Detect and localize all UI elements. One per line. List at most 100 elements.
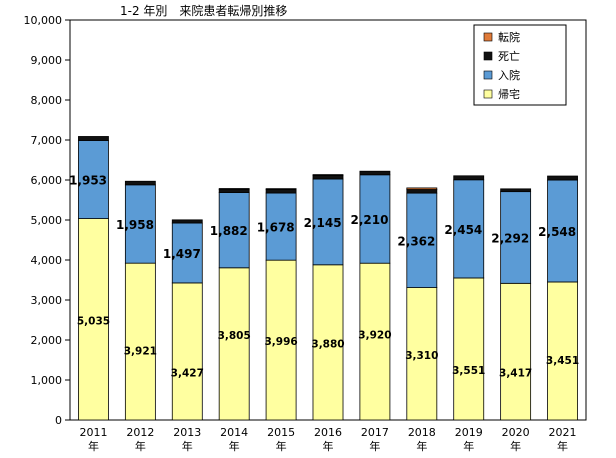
data-label-home: 3,551 (452, 365, 485, 377)
x-tick-label: 2016 年 (314, 426, 342, 453)
bar-segment (312, 178, 344, 266)
legend-label: 死亡 (498, 49, 520, 63)
x-tick-label-line: 年 (135, 439, 146, 453)
data-label-admit: 2,145 (304, 216, 342, 230)
data-label-home: 3,417 (499, 368, 532, 380)
x-tick-label: 2018 年 (408, 426, 436, 453)
data-label-admit: 2,362 (397, 234, 435, 248)
bar-segment (124, 262, 156, 421)
data-label-admit: 2,454 (444, 223, 482, 237)
bar-segment (359, 174, 391, 264)
legend-label: 帰宅 (498, 87, 520, 101)
x-tick-label-line: 2019 (455, 426, 483, 439)
bar-segment (406, 187, 438, 190)
y-tick-label: 7,000 (31, 134, 63, 147)
bar-segment (406, 192, 438, 288)
y-tick-label: 3,000 (31, 294, 63, 307)
chart-title: 1-2 年別 来院患者転帰別推移 (120, 4, 287, 18)
bar-segment (312, 174, 344, 180)
y-tick-label: 10,000 (24, 14, 63, 27)
bar-segment (547, 179, 578, 283)
x-tick-label: 2017 年 (361, 426, 389, 453)
x-tick-label-line: 2020 (502, 426, 530, 439)
data-label-home: 3,451 (546, 355, 579, 367)
bar-segment (453, 179, 485, 279)
y-tick-label: 0 (55, 414, 62, 427)
bar-segment (265, 189, 297, 194)
data-label-admit: 1,678 (257, 221, 295, 235)
y-tick-label: 4,000 (31, 254, 63, 267)
bar-segment (265, 188, 297, 190)
bar-segment (359, 170, 391, 176)
x-tick-label: 2015 年 (267, 426, 295, 453)
data-labels: 5,035 1,953 3,921 1,958 3,427 1,497 3,805 1,882… (69, 174, 579, 380)
legend-swatch (483, 51, 493, 61)
x-tick-label-line: 年 (88, 439, 99, 453)
bar-segment (124, 180, 156, 186)
bar-segment (265, 259, 297, 421)
data-label-home: 3,920 (358, 330, 391, 342)
bar-segment (171, 282, 203, 421)
x-tick-label-line: 2011 (79, 426, 107, 439)
legend-swatch (483, 70, 493, 80)
x-tick-label-line: 年 (229, 439, 240, 453)
axes: 0 1,000 2,000 3,000 4,000 5,000 6,000 7,000 8,00… (24, 14, 587, 453)
bars (78, 136, 578, 421)
bar-segment (171, 219, 203, 224)
x-tick-label: 2012 年 (126, 426, 154, 453)
bar-segment (124, 184, 156, 264)
bar-segment (218, 188, 250, 190)
data-label-home: 3,921 (124, 346, 157, 358)
data-label-admit: 1,497 (163, 247, 201, 261)
data-label-home: 5,035 (77, 315, 110, 327)
x-tick-label: 2021 年 (549, 426, 577, 453)
x-tick-label-line: 2021 (549, 426, 577, 439)
x-tick-label-line: 年 (276, 439, 287, 453)
data-label-home: 3,996 (264, 336, 297, 348)
legend-label: 入院 (498, 68, 520, 82)
x-tick-label-line: 年 (416, 439, 427, 453)
y-tick-label: 6,000 (31, 174, 63, 187)
y-tick-label: 2,000 (31, 334, 63, 347)
x-tick-label-line: 年 (463, 439, 474, 453)
x-tick-label-line: 年 (182, 439, 193, 453)
x-tick-label-line: 年 (557, 439, 568, 453)
bar-segment (171, 222, 203, 284)
x-tick-label-line: 2016 (314, 426, 342, 439)
data-label-home: 3,805 (218, 330, 251, 342)
bar-segment (78, 140, 109, 219)
bar-segment (78, 218, 109, 421)
x-tick-label: 2019 年 (455, 426, 483, 453)
x-tick-label-line: 年 (510, 439, 521, 453)
x-tick-label-line: 2014 (220, 426, 248, 439)
data-label-home: 3,880 (311, 338, 344, 350)
x-tick-label-line: 2012 (126, 426, 154, 439)
bar-segment (547, 175, 578, 181)
x-tick-label-line: 2018 (408, 426, 436, 439)
data-label-home: 3,427 (171, 367, 204, 379)
bar-segment (547, 281, 578, 421)
data-label-admit: 1,882 (210, 224, 248, 238)
x-tick-label-line: 2015 (267, 426, 295, 439)
bar-segment (406, 189, 438, 194)
x-tick-label: 2014 年 (220, 426, 248, 453)
data-label-admit: 2,210 (351, 213, 389, 227)
bar-segment (312, 264, 344, 421)
bar-segment (453, 277, 485, 421)
bar-segment (500, 191, 532, 284)
x-tick-label-line: 年 (369, 439, 380, 453)
bar-segment (453, 175, 485, 181)
x-tick-label: 2020 年 (502, 426, 530, 453)
bar-segment (78, 136, 109, 141)
legend-swatch (483, 32, 493, 42)
bar-segment (500, 188, 532, 193)
bar-segment (218, 267, 250, 421)
bar-segment (218, 188, 250, 193)
x-tick-label: 2011 年 (79, 426, 107, 453)
y-tick-label: 9,000 (31, 54, 63, 67)
bar-segment (265, 192, 297, 261)
data-label-admit: 2,548 (538, 225, 576, 239)
x-tick-label: 2013 年 (173, 426, 201, 453)
